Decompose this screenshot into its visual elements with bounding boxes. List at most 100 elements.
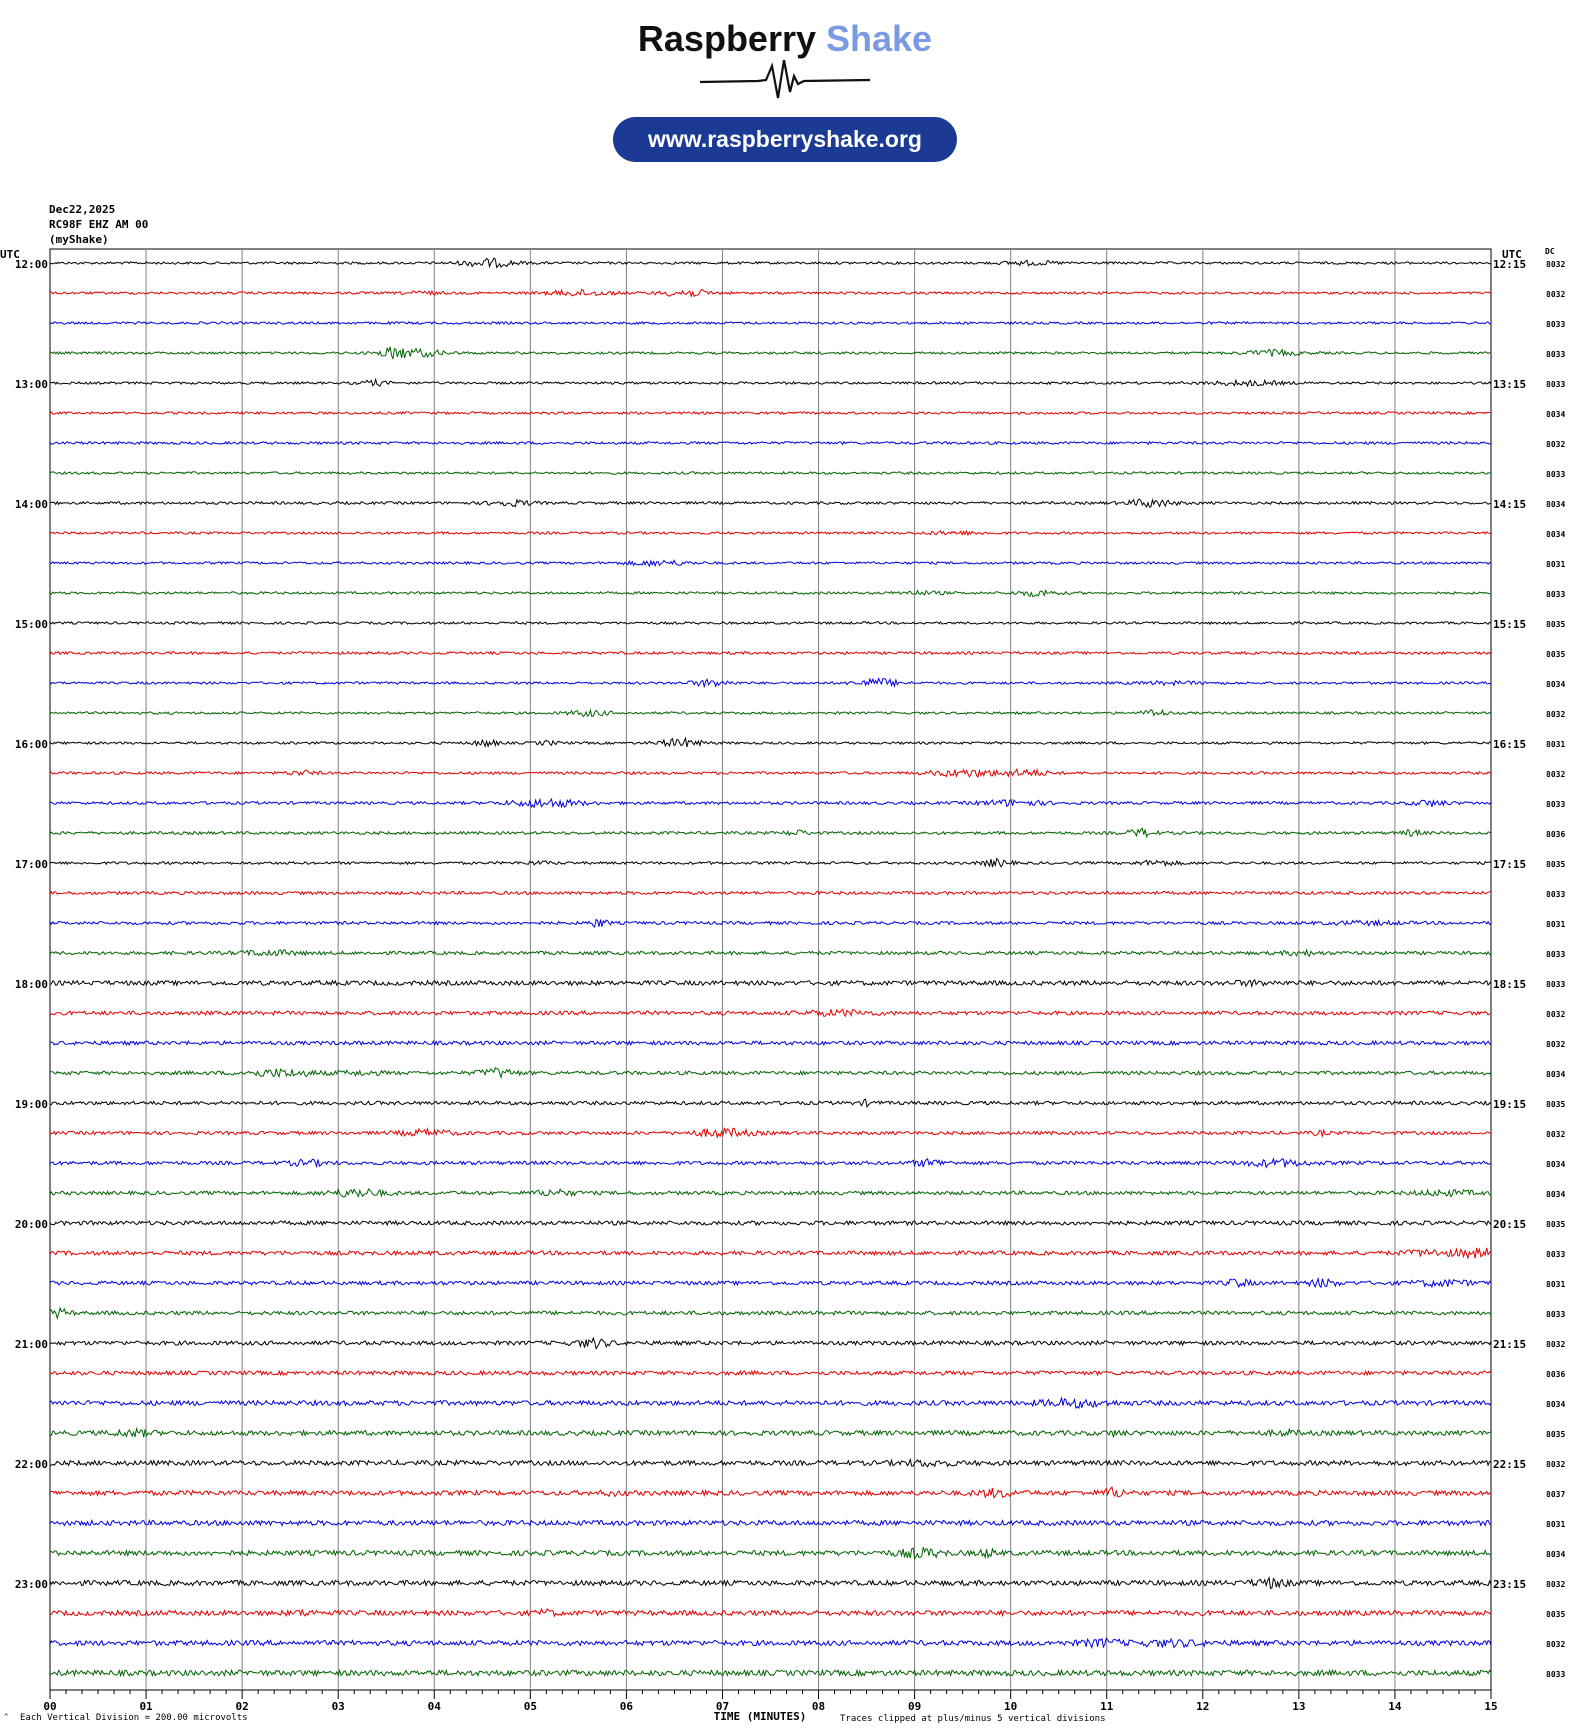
hour-label-right: 14:15	[1493, 498, 1526, 511]
dc-offset-label: 8035	[1546, 650, 1565, 659]
seismic-trace	[49, 1276, 1492, 1289]
dc-offset-label: 8031	[1546, 920, 1565, 929]
scale-note: Each Vertical Division = 200.00 microvol…	[20, 1713, 248, 1723]
hour-label-left: 21:00	[15, 1338, 48, 1351]
dc-offset-label: 8035	[1546, 1100, 1565, 1109]
utc-left-label: UTC	[0, 248, 20, 261]
dc-offset-label: 8032	[1546, 710, 1565, 719]
seismic-trace	[49, 978, 1492, 989]
dc-offset-label: 8032	[1546, 1640, 1565, 1649]
x-tick-label: 06	[620, 1700, 634, 1713]
seismic-trace	[49, 918, 1492, 928]
utc-right-label: UTC	[1502, 248, 1522, 261]
seismic-trace	[49, 1607, 1492, 1618]
seismic-trace	[49, 1187, 1492, 1199]
x-axis-label: TIME (MINUTES)	[714, 1710, 807, 1723]
logo-title: Raspberry Shake	[0, 18, 1570, 60]
seismic-trace	[50, 797, 1492, 809]
dc-offset-label: 8035	[1546, 860, 1565, 869]
clip-note: Traces clipped at plus/minus 5 vertical …	[840, 1714, 1106, 1724]
dc-offset-label: 8034	[1546, 410, 1565, 419]
seismic-trace	[49, 1098, 1492, 1109]
hour-label-right: 17:15	[1493, 858, 1526, 871]
website-url-badge[interactable]: www.raspberryshake.org	[613, 117, 957, 162]
x-tick-label: 01	[139, 1700, 153, 1713]
dc-offset-label: 8033	[1546, 1310, 1565, 1319]
hour-label-left: 20:00	[15, 1218, 48, 1231]
hour-label-right: 12:15	[1493, 258, 1526, 271]
dc-offset-label: 8034	[1546, 1190, 1565, 1199]
x-tick-label: 11	[1100, 1700, 1114, 1713]
hour-label-left: 13:00	[15, 378, 48, 391]
dc-offset-label: 8032	[1546, 1040, 1565, 1049]
hour-label-left: 14:00	[15, 498, 48, 511]
dc-offset-label: 8031	[1546, 1280, 1565, 1289]
hour-label-left: 16:00	[15, 738, 48, 751]
seismic-trace	[49, 1637, 1492, 1650]
hour-label-left: 23:00	[15, 1578, 48, 1591]
seismic-trace	[49, 650, 1492, 656]
logo-word-shake: Shake	[826, 18, 933, 59]
dc-offset-label: 8034	[1546, 1550, 1565, 1559]
dc-offset-label: 8033	[1546, 1250, 1565, 1259]
seismic-trace	[49, 1067, 1492, 1080]
x-tick-label: 15	[1484, 1700, 1497, 1713]
seismic-trace	[49, 1126, 1492, 1139]
x-tick-label: 14	[1388, 1700, 1402, 1713]
seismic-trace	[49, 559, 1492, 568]
dc-offset-label: 8033	[1546, 1670, 1565, 1679]
x-tick-label: 04	[428, 1700, 442, 1713]
dc-offset-label: 8034	[1546, 1070, 1565, 1079]
dc-offset-label: 8034	[1546, 1160, 1565, 1169]
dc-offset-label: 8035	[1546, 1220, 1565, 1229]
dc-offset-label: 8033	[1546, 980, 1565, 989]
seismic-trace	[49, 708, 1492, 718]
x-tick-label: 10	[1004, 1700, 1017, 1713]
dc-offset-label: 8036	[1546, 1370, 1565, 1379]
dc-offset-label: 8033	[1546, 950, 1565, 959]
dc-offset-label: 8032	[1546, 1010, 1565, 1019]
seismic-trace	[49, 410, 1491, 416]
dc-offset-label: 8036	[1546, 830, 1565, 839]
seismic-trace	[49, 1519, 1492, 1527]
network-label: (myShake)	[49, 233, 109, 246]
seismic-trace	[49, 440, 1492, 446]
dc-offset-label: 8032	[1546, 1340, 1565, 1349]
x-tick-label: 00	[43, 1700, 56, 1713]
logo-word-raspberry: Raspberry	[637, 18, 816, 59]
x-tick-label: 03	[332, 1700, 345, 1713]
hour-label-right: 16:15	[1493, 738, 1526, 751]
seismic-trace	[50, 1457, 1492, 1468]
seismic-trace	[49, 620, 1492, 626]
seismic-trace	[49, 257, 1492, 269]
dc-offset-label: 8032	[1546, 770, 1565, 779]
dc-offset-label: 8033	[1546, 380, 1565, 389]
dc-offset-label: 8031	[1546, 1520, 1565, 1529]
x-tick-label: 07	[716, 1700, 729, 1713]
hour-label-left: 17:00	[15, 858, 48, 871]
dc-offset-label: 8032	[1546, 290, 1565, 299]
seismic-trace	[49, 1369, 1492, 1377]
seismic-trace	[49, 497, 1492, 508]
dc-offset-label: 8034	[1546, 530, 1565, 539]
seismic-trace	[49, 1008, 1492, 1018]
dc-offset-label: 8034	[1546, 680, 1565, 689]
seismic-trace	[49, 677, 1492, 689]
hour-label-right: 18:15	[1493, 978, 1526, 991]
seismic-trace	[49, 1336, 1492, 1350]
x-tick-label: 02	[236, 1700, 249, 1713]
x-tick-label: 12	[1196, 1700, 1209, 1713]
dc-offset-label: 8033	[1546, 800, 1565, 809]
seismic-trace	[49, 320, 1492, 326]
dc-offset-label: 8037	[1546, 1490, 1565, 1499]
station-label: RC98F EHZ AM 00	[49, 218, 149, 231]
dc-column-label: DC	[1545, 247, 1555, 256]
seismic-trace	[49, 1668, 1492, 1678]
seismic-trace	[50, 1157, 1492, 1169]
x-tick-label: 13	[1292, 1700, 1305, 1713]
x-tick-label: 05	[524, 1700, 537, 1713]
dc-offset-label: 8032	[1546, 1580, 1565, 1589]
seismic-trace	[49, 827, 1492, 839]
hour-label-right: 23:15	[1493, 1578, 1526, 1591]
